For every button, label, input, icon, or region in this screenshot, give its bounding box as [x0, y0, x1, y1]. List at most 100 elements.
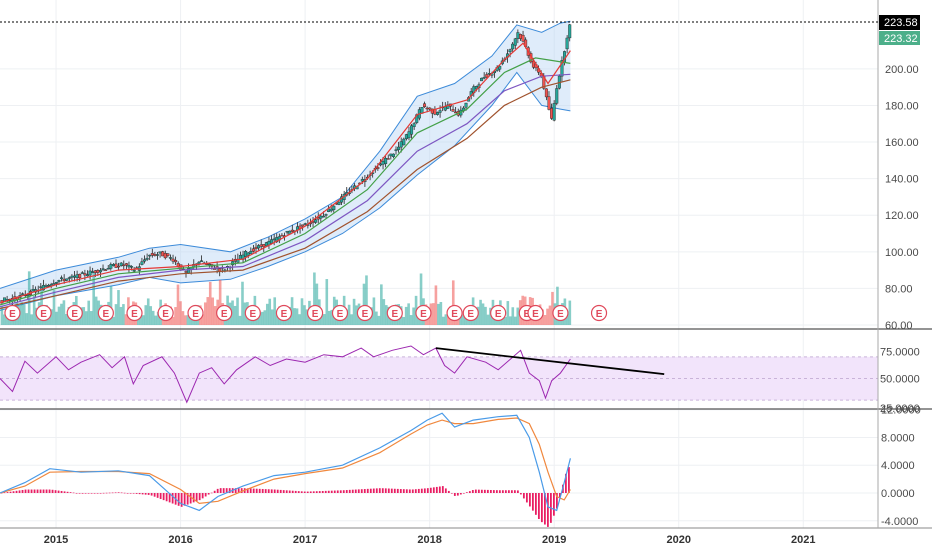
- macd-histogram-bar: [477, 489, 480, 493]
- rsi-tick-label: 50.0000: [880, 374, 920, 386]
- macd-histogram-bar: [354, 489, 357, 493]
- volume-bar: [112, 316, 115, 325]
- candle-body: [140, 261, 144, 265]
- candle-body: [446, 104, 450, 109]
- volume-bar: [325, 279, 329, 325]
- earnings-circle: [97, 304, 114, 322]
- candle-body: [88, 270, 92, 276]
- candle-body: [482, 77, 486, 79]
- candle-body: [168, 257, 172, 259]
- earnings-label: E: [162, 309, 169, 320]
- macd-histogram-bar: [150, 493, 153, 496]
- earnings-marker[interactable]: E: [527, 304, 544, 322]
- earnings-circle: [331, 304, 349, 322]
- macd-histogram-bar: [468, 491, 471, 493]
- macd-histogram-bar: [21, 489, 24, 493]
- macd-histogram-bar: [288, 490, 291, 493]
- macd-histogram-bar: [444, 488, 447, 493]
- earnings-marker[interactable]: E: [490, 304, 507, 322]
- volume-bar: [551, 291, 554, 325]
- volume-bar: [377, 315, 381, 325]
- macd-histogram-bar: [363, 489, 366, 493]
- candle-body: [200, 260, 204, 262]
- macd-histogram-bar: [459, 493, 462, 495]
- ma-slow-line: [0, 73, 571, 308]
- volume-bar: [365, 275, 368, 325]
- candle-body: [21, 293, 25, 295]
- earnings-marker[interactable]: E: [386, 304, 403, 322]
- earnings-circle: [527, 304, 544, 322]
- earnings-marker[interactable]: E: [331, 304, 349, 322]
- earnings-marker[interactable]: E: [462, 304, 479, 322]
- volume-bar: [270, 309, 274, 325]
- earnings-marker[interactable]: E: [66, 304, 83, 322]
- candle-body: [161, 251, 165, 257]
- macd-histogram-bar: [264, 489, 267, 493]
- macd-histogram-bar: [565, 473, 567, 493]
- volume-bar: [305, 309, 309, 325]
- candle-body: [207, 263, 211, 266]
- candle-body: [404, 134, 408, 140]
- earnings-marker[interactable]: E: [4, 304, 21, 322]
- volume-bar: [82, 307, 86, 325]
- candle-body: [565, 37, 569, 50]
- volume-bar: [409, 315, 413, 325]
- earnings-marker[interactable]: E: [216, 304, 233, 322]
- macd-histogram-bar: [132, 493, 135, 494]
- macd-histogram-bar: [372, 488, 375, 493]
- earnings-marker[interactable]: E: [356, 304, 373, 322]
- macd-histogram-bar: [303, 491, 306, 493]
- earnings-marker[interactable]: E: [590, 304, 608, 322]
- volume-bar: [419, 273, 423, 325]
- macd-histogram-bar: [204, 493, 207, 497]
- macd-tick-label: 12.0000: [881, 405, 921, 417]
- earnings-marker[interactable]: E: [306, 304, 324, 322]
- earnings-marker[interactable]: E: [126, 304, 143, 322]
- earnings-marker[interactable]: E: [446, 304, 463, 322]
- earnings-marker[interactable]: E: [275, 304, 293, 322]
- volume-bar: [57, 306, 61, 325]
- price-tick-label: 120.00: [885, 210, 919, 222]
- volume-bar: [146, 298, 150, 325]
- candle-body: [47, 285, 51, 287]
- candle-body: [560, 60, 564, 77]
- earnings-marker[interactable]: E: [187, 304, 204, 322]
- earnings-marker[interactable]: E: [157, 304, 174, 322]
- volume-bar: [47, 313, 51, 325]
- earnings-marker[interactable]: E: [244, 304, 261, 322]
- macd-histogram-bar: [144, 493, 147, 495]
- candle-body: [332, 205, 336, 210]
- candle-body: [249, 251, 253, 255]
- earnings-marker[interactable]: E: [97, 304, 114, 322]
- volume-bar: [0, 306, 4, 325]
- price-tick-label: 80.00: [885, 283, 913, 295]
- earnings-marker[interactable]: E: [552, 304, 569, 322]
- volume-bar: [484, 306, 487, 325]
- candle-body: [511, 43, 515, 50]
- macd-histogram-bar: [474, 489, 477, 493]
- macd-histogram-bar: [450, 493, 453, 494]
- volume-bar: [238, 315, 242, 325]
- volume-bar: [50, 309, 53, 325]
- earnings-marker[interactable]: E: [415, 304, 432, 322]
- earnings-circle: [446, 304, 463, 322]
- macd-histogram-bar: [57, 490, 60, 493]
- last-price-tag: 223.58: [884, 17, 918, 29]
- candle-body: [508, 49, 512, 53]
- volume-bar: [151, 310, 155, 325]
- candle-body: [498, 65, 502, 70]
- price-tick-label: 180.00: [885, 100, 919, 112]
- earnings-circle: [275, 304, 293, 322]
- earnings-marker[interactable]: E: [35, 304, 52, 322]
- earnings-circle: [356, 304, 373, 322]
- earnings-circle: [187, 304, 204, 322]
- volume-bar: [184, 315, 187, 325]
- volume-bar: [87, 300, 91, 325]
- candle-body: [75, 274, 79, 278]
- volume-bar: [206, 297, 210, 325]
- macd-histogram-bar: [30, 489, 33, 493]
- volume-bar: [139, 313, 143, 325]
